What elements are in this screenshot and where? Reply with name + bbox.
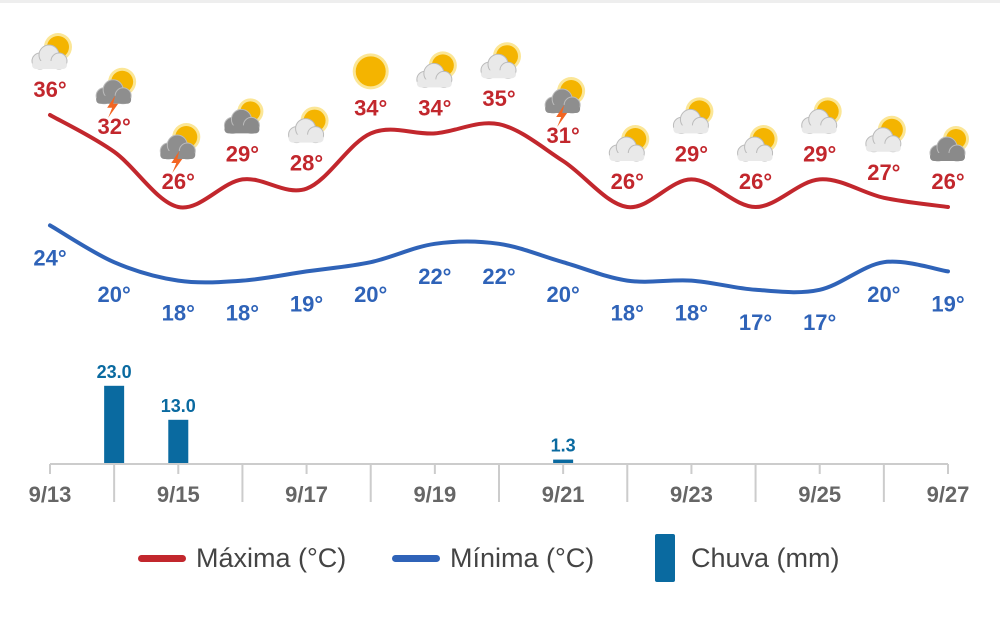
x-tick-label: 9/17 — [285, 482, 328, 507]
legend-item-max: Máxima (°C) — [138, 538, 346, 578]
max-temp-label: 26° — [931, 169, 964, 194]
weather-chart: 36° 32° 26° 29° 28° 34° 34° 35° 31° 26° 29° 26° 29° 2… — [29, 33, 970, 507]
partly-cloudy-icon — [288, 106, 329, 144]
legend-swatch-min — [392, 554, 440, 562]
min-temp-line — [48, 223, 950, 295]
x-tick-label: 9/25 — [798, 482, 841, 507]
max-temp-label: 34° — [418, 95, 451, 120]
cloudy-icon — [929, 126, 969, 162]
x-tick-label: 9/27 — [927, 482, 970, 507]
min-temp-label: 20° — [867, 282, 900, 307]
max-temp-label: 29° — [803, 141, 836, 166]
min-temp-label: 24° — [33, 245, 66, 270]
x-tick-label: 9/19 — [413, 482, 456, 507]
partly-cloudy-icon — [737, 125, 778, 162]
max-temp-label: 27° — [867, 160, 900, 185]
cloudy-icon — [223, 98, 264, 134]
rain-bar — [168, 419, 189, 464]
min-temp-label: 20° — [98, 282, 131, 307]
partly-cloudy-icon — [672, 97, 714, 134]
min-temp-label: 18° — [611, 301, 644, 326]
min-temp-label: 20° — [354, 282, 387, 307]
max-temp-label: 26° — [162, 169, 195, 194]
min-temp-label: 18° — [675, 301, 708, 326]
max-temp-label: 29° — [226, 141, 259, 166]
min-temp-label: 22° — [482, 264, 515, 289]
x-tick-label: 9/15 — [157, 482, 200, 507]
partly-cloudy-icon — [416, 51, 457, 88]
max-temp-line — [48, 113, 950, 210]
legend-swatch-rain — [655, 534, 675, 582]
legend: Máxima (°C) Mínima (°C) Chuva (mm) — [0, 528, 1000, 588]
max-temp-label: 32° — [98, 114, 131, 139]
legend-item-rain: Chuva (mm) — [655, 534, 840, 582]
min-temp-label: 17° — [803, 310, 836, 335]
rain-label: 13.0 — [161, 396, 196, 416]
legend-swatch-max — [138, 554, 186, 562]
min-temp-label: 18° — [162, 301, 195, 326]
min-temp-label: 19° — [931, 291, 964, 316]
max-temp-label: 26° — [611, 169, 644, 194]
max-temp-label: 35° — [482, 86, 515, 111]
rain-label: 23.0 — [97, 362, 132, 382]
partly-cloudy-icon — [608, 125, 650, 162]
legend-label-min: Mínima (°C) — [450, 542, 595, 573]
max-temp-label: 34° — [354, 95, 387, 120]
max-temp-label: 29° — [675, 141, 708, 166]
max-temp-label: 28° — [290, 151, 323, 176]
max-temp-label: 36° — [33, 77, 66, 102]
partly-cloudy-icon — [801, 97, 842, 134]
x-tick-label: 9/21 — [542, 482, 585, 507]
thunderstorm-icon — [95, 67, 137, 118]
partly-cloudy-icon — [865, 115, 906, 153]
thunderstorm-icon — [159, 123, 201, 173]
min-temp-label: 17° — [739, 310, 772, 335]
min-temp-label: 22° — [418, 264, 451, 289]
x-tick-label: 9/23 — [670, 482, 713, 507]
legend-label-max: Máxima (°C) — [196, 542, 347, 573]
sunny-icon — [352, 53, 389, 90]
partly-cloudy-icon — [31, 33, 72, 70]
x-tick-label: 9/13 — [29, 482, 72, 507]
legend-item-min: Mínima (°C) — [392, 538, 594, 578]
partly-cloudy-icon — [480, 42, 521, 79]
min-temp-label: 20° — [547, 282, 580, 307]
top-rule — [0, 0, 1000, 3]
rain-bar — [553, 459, 574, 464]
min-temp-label: 18° — [226, 301, 259, 326]
rain-label: 1.3 — [551, 436, 576, 456]
min-temp-label: 19° — [290, 291, 323, 316]
max-temp-label: 31° — [547, 123, 580, 148]
thunderstorm-icon — [544, 77, 586, 127]
max-temp-label: 26° — [739, 169, 772, 194]
legend-label-rain: Chuva (mm) — [691, 542, 840, 573]
rain-bar — [104, 385, 125, 464]
